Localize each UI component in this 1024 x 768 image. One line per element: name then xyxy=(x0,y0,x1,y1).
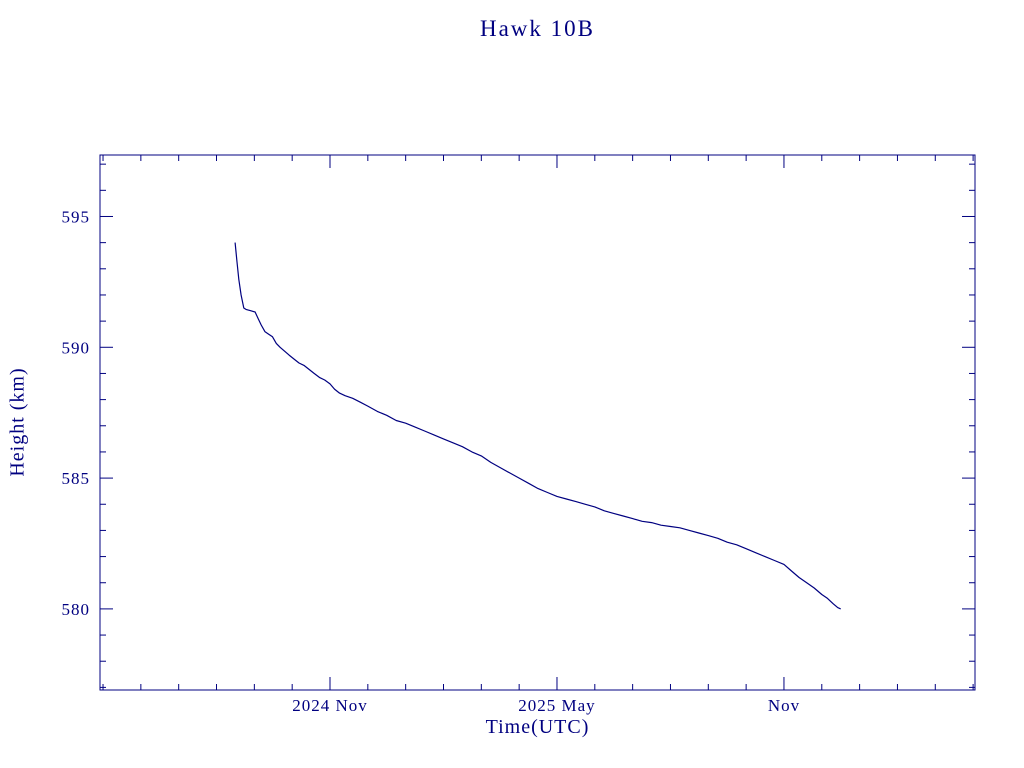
y-tick-label: 580 xyxy=(62,600,91,619)
x-tick-label: 2024 Nov xyxy=(292,696,368,715)
y-tick-label: 585 xyxy=(62,469,91,488)
plot-frame xyxy=(99,154,976,691)
y-tick-label: 590 xyxy=(62,338,91,357)
x-tick-label: Nov xyxy=(768,696,800,715)
y-tick-label: 595 xyxy=(62,207,91,226)
x-axis-label: Time(UTC) xyxy=(485,716,590,738)
data-line xyxy=(234,242,841,610)
chart-title: Hawk 10B xyxy=(479,16,596,41)
x-tick-label: 2025 May xyxy=(518,696,595,715)
